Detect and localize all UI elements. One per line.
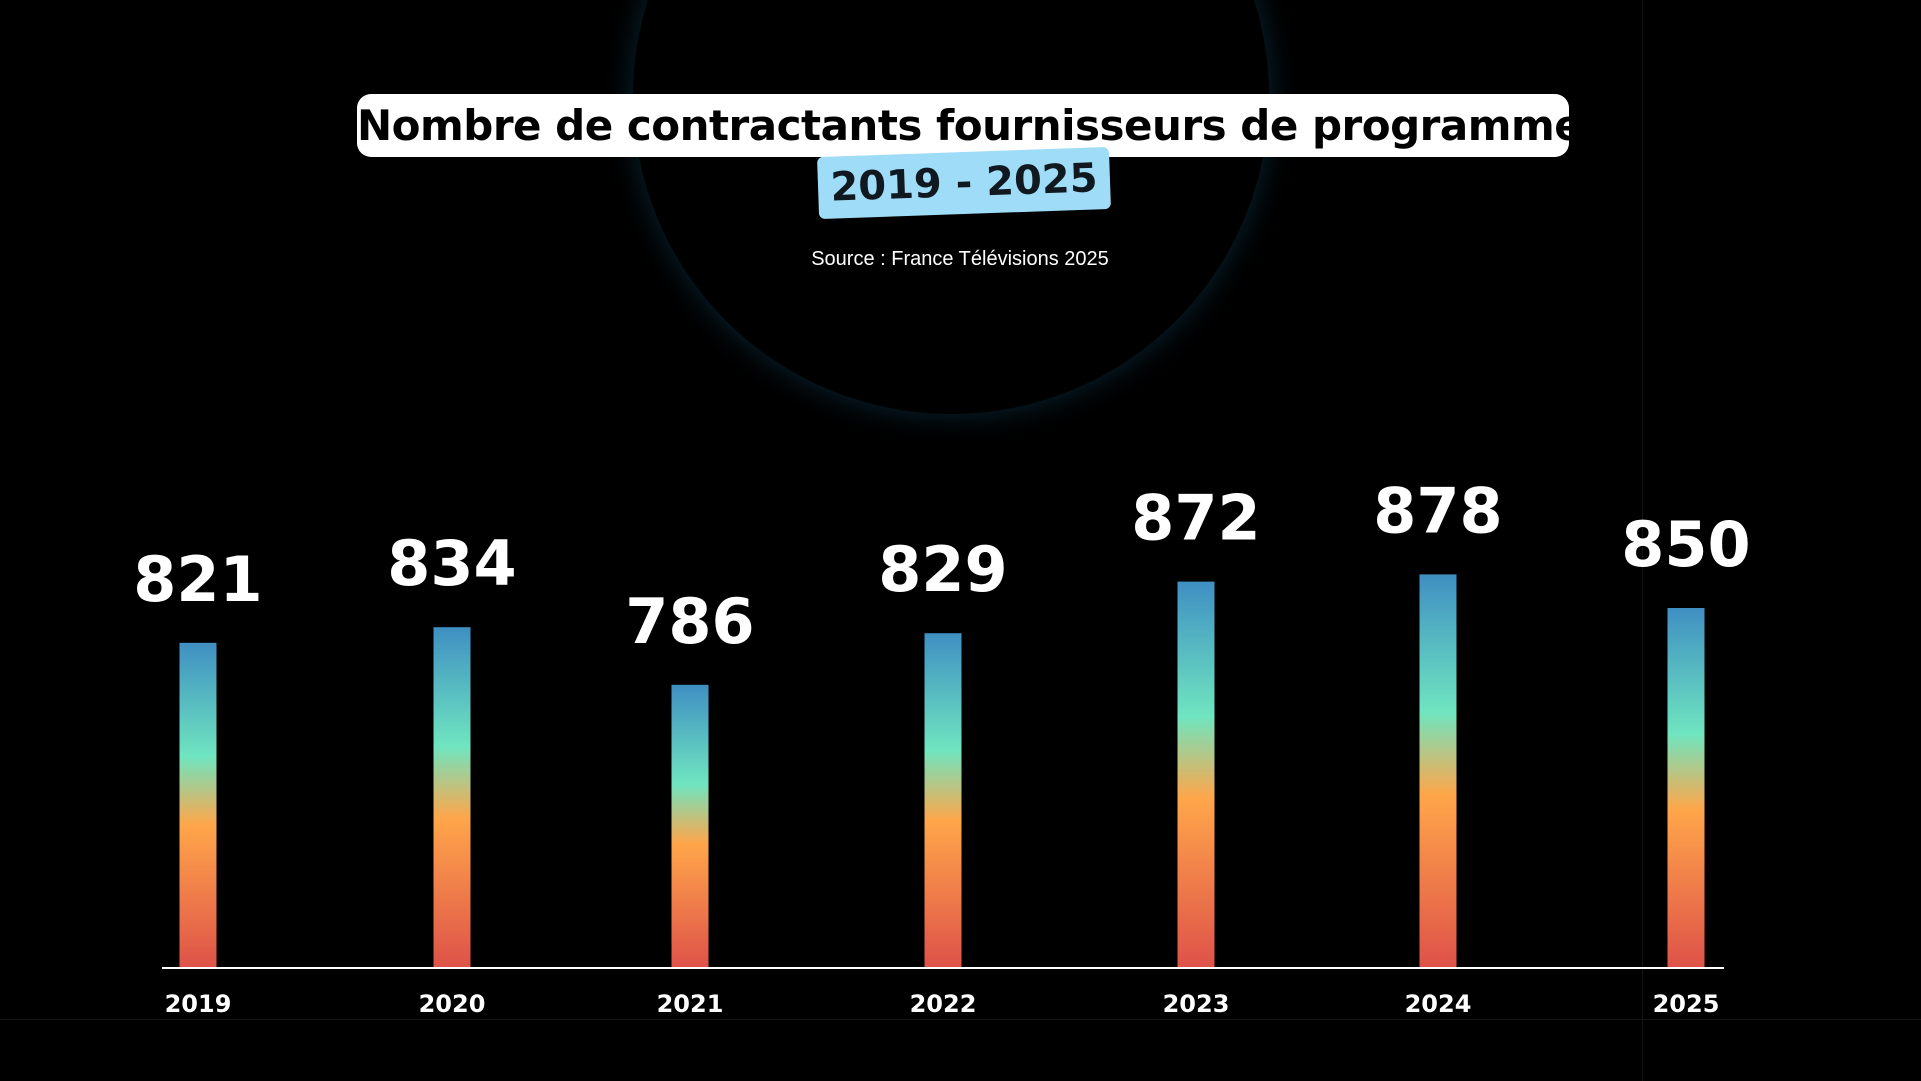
x-tick-label-2024: 2024 [1405,990,1472,1018]
bar-value-label-2023: 872 [1131,482,1260,555]
bar-value-label-2021: 786 [625,585,754,658]
bar-value-label-2024: 878 [1373,474,1502,547]
bar-value-label-2022: 829 [878,533,1007,606]
bar-2025 [1667,608,1705,968]
x-tick-label-2022: 2022 [910,990,977,1018]
bar-value-label-2019: 821 [133,543,262,616]
x-tick-label-2023: 2023 [1163,990,1230,1018]
horizontal-guide-line [0,1019,1921,1020]
bars-group [179,574,1705,968]
vertical-guide-line [1642,0,1643,1081]
x-tick-label-2021: 2021 [657,990,724,1018]
bar-2019 [179,642,217,968]
x-tick-label-2025: 2025 [1653,990,1720,1018]
bar-2021 [671,684,709,968]
x-tick-label-2020: 2020 [419,990,486,1018]
bar-2022 [924,633,962,968]
bar-2020 [433,627,471,968]
x-tick-label-2019: 2019 [165,990,232,1018]
bar-2023 [1177,581,1215,968]
bar-value-label-2025: 850 [1621,508,1750,581]
bar-value-label-2020: 834 [387,527,516,600]
bar-2024 [1419,574,1457,968]
source-note: Source : France Télévisions 2025 [811,248,1109,270]
labels-group: 821 2019 834 2020 786 2021 829 2022 872 2023 878 20… [133,474,1750,1018]
chart-title: Nombre de contractants fournisseurs de p… [357,94,1607,157]
